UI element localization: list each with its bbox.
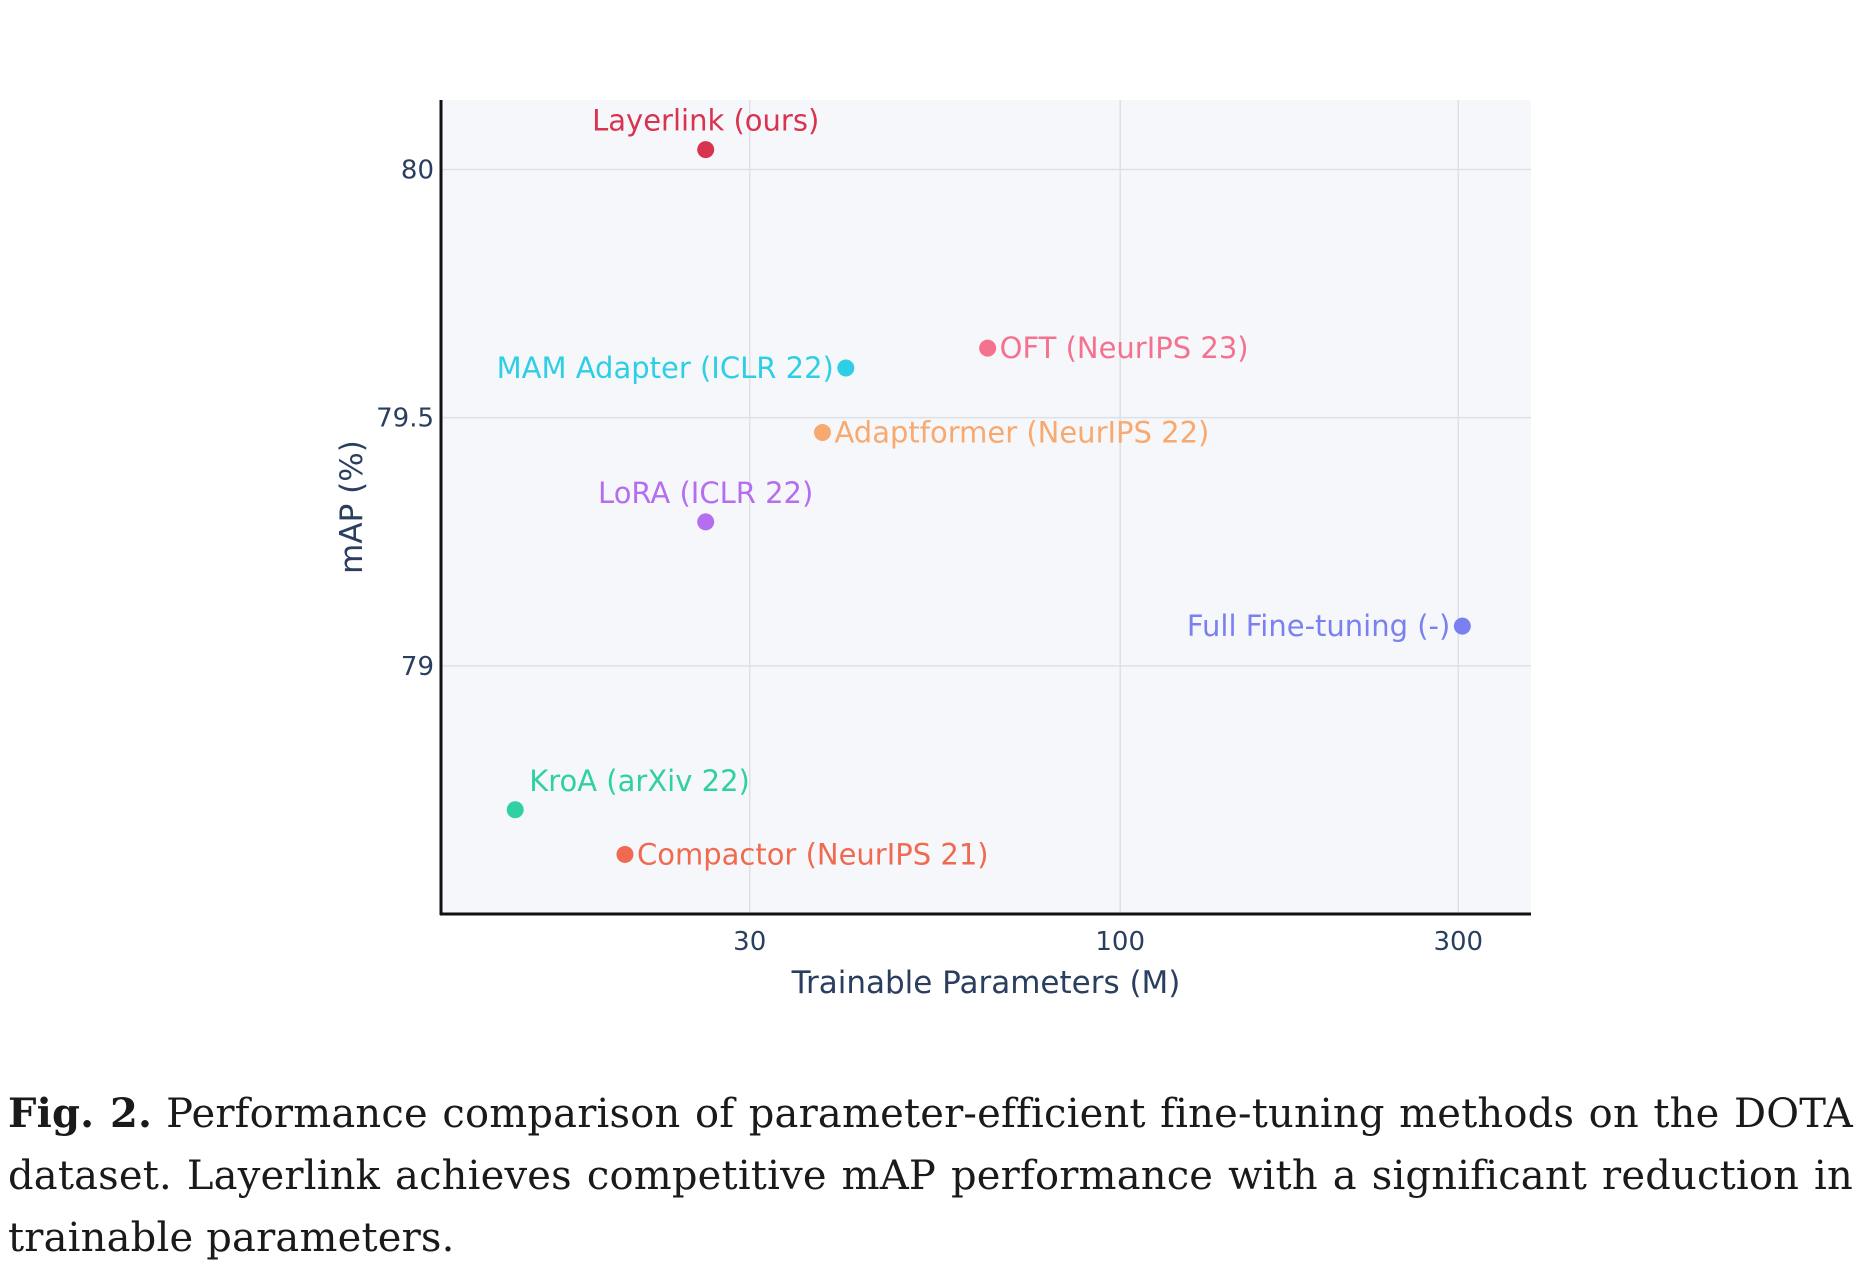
- marker-compactor-neurips-21: [616, 845, 634, 863]
- point-full-fine-tuning: Full Fine-tuning (-): [1187, 609, 1471, 643]
- plot-area: [441, 100, 1531, 914]
- data-points: Layerlink (ours) MAM Adapter (ICLR 22) OFT…: [497, 104, 1471, 871]
- x-tick-label: 100: [1095, 927, 1145, 957]
- figure-label: Fig. 2.: [8, 1090, 153, 1137]
- marker-adaptformer-neurips-22: [813, 424, 831, 442]
- x-axis-title: Trainable Parameters (M): [791, 965, 1181, 1001]
- point-lora-iclr-22: LoRA (ICLR 22): [598, 476, 813, 531]
- marker-kroa-arxiv-22: [506, 801, 524, 819]
- marker-full-fine-tuning: [1453, 617, 1471, 635]
- marker-layerlink-ours: [697, 141, 715, 159]
- gridlines: [441, 100, 1531, 914]
- marker-oft-neurips-23: [979, 339, 997, 357]
- label-adaptformer-neurips-22: Adaptformer (NeurIPS 22): [834, 416, 1209, 450]
- point-kroa-arxiv-22: KroA (arXiv 22): [506, 764, 750, 819]
- marker-lora-iclr-22: [697, 513, 715, 531]
- axes: [439, 100, 1531, 916]
- label-compactor-neurips-21: Compactor (NeurIPS 21): [637, 837, 989, 871]
- point-mam-adapter-iclr-22: MAM Adapter (ICLR 22): [497, 351, 855, 385]
- caption-text: Performance comparison of parameter-effi…: [8, 1091, 1853, 1261]
- tick-labels: 30 100 300 79 79.5 80: [376, 155, 1483, 957]
- y-tick-label: 80: [401, 155, 434, 185]
- label-full-fine-tuning: Full Fine-tuning (-): [1187, 609, 1450, 643]
- point-layerlink-ours: Layerlink (ours): [592, 104, 819, 159]
- scatter-chart: 30 100 300 79 79.5 80 Layerlink (ours) MAM Ada…: [334, 100, 1531, 1001]
- label-layerlink-ours: Layerlink (ours): [592, 104, 819, 138]
- label-kroa-arxiv-22: KroA (arXiv 22): [529, 764, 750, 798]
- point-adaptformer-neurips-22: Adaptformer (NeurIPS 22): [813, 416, 1209, 450]
- label-mam-adapter-iclr-22: MAM Adapter (ICLR 22): [497, 351, 834, 385]
- y-tick-label: 79.5: [376, 404, 434, 434]
- label-oft-neurips-23: OFT (NeurIPS 23): [1000, 331, 1249, 365]
- x-tick-label: 300: [1433, 927, 1483, 957]
- point-compactor-neurips-21: Compactor (NeurIPS 21): [616, 837, 989, 871]
- figure-caption: Fig. 2. Performance comparison of paramet…: [8, 1083, 1853, 1269]
- y-tick-label: 79: [401, 652, 434, 682]
- x-tick-label: 30: [733, 927, 766, 957]
- y-axis-title: mAP (%): [334, 440, 370, 574]
- point-oft-neurips-23: OFT (NeurIPS 23): [979, 331, 1249, 365]
- label-lora-iclr-22: LoRA (ICLR 22): [598, 476, 813, 510]
- marker-mam-adapter-iclr-22: [837, 359, 855, 377]
